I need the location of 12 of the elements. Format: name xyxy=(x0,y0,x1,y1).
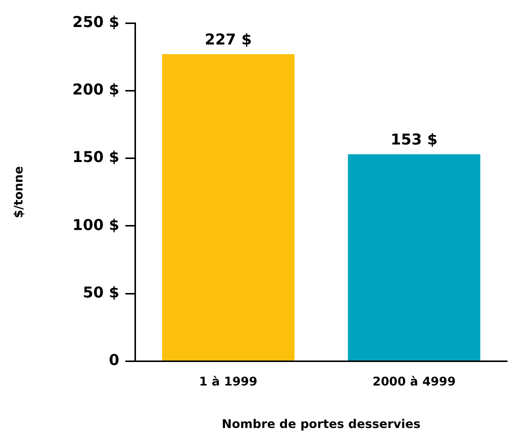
y-tick-label: 200 $ xyxy=(72,80,120,99)
y-tick-label: 100 $ xyxy=(72,216,120,234)
y-tick-label: 250 $ xyxy=(72,12,120,31)
data-label: 227 $ xyxy=(204,30,252,49)
y-tick-label: 0 xyxy=(108,351,120,370)
y-axis-title: $/tonne xyxy=(11,166,26,218)
x-tick-label: 2000 à 4999 xyxy=(372,374,456,389)
x-axis-title: Nombre de portes desservies xyxy=(222,416,421,431)
data-label: 153 $ xyxy=(390,130,438,149)
y-tick-label: 150 $ xyxy=(72,148,120,166)
x-tick-label: 1 à 1999 xyxy=(199,374,258,389)
y-tick-label: 50 $ xyxy=(82,283,120,302)
